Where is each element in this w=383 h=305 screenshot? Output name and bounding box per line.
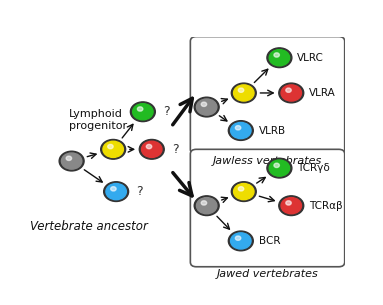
Text: Jawed vertebrates: Jawed vertebrates: [217, 269, 318, 279]
Circle shape: [194, 97, 219, 117]
Circle shape: [66, 156, 72, 160]
Text: ?: ?: [136, 185, 142, 198]
Circle shape: [201, 102, 207, 106]
Circle shape: [137, 107, 143, 111]
Circle shape: [196, 198, 217, 214]
Circle shape: [104, 182, 129, 202]
Circle shape: [231, 83, 256, 103]
Circle shape: [279, 196, 304, 216]
Circle shape: [235, 236, 241, 240]
Circle shape: [103, 141, 123, 157]
Circle shape: [238, 88, 244, 92]
Circle shape: [139, 139, 164, 159]
Circle shape: [274, 53, 280, 57]
Circle shape: [267, 48, 292, 68]
Circle shape: [234, 85, 254, 101]
Circle shape: [142, 141, 162, 157]
Circle shape: [106, 184, 126, 200]
Text: VLRC: VLRC: [297, 53, 324, 63]
Circle shape: [269, 50, 290, 66]
Circle shape: [194, 196, 219, 216]
Text: Vertebrate ancestor: Vertebrate ancestor: [31, 220, 148, 233]
Circle shape: [238, 187, 244, 191]
Text: TCRαβ: TCRαβ: [309, 201, 343, 211]
Text: TCRγδ: TCRγδ: [297, 163, 330, 173]
Circle shape: [228, 231, 253, 251]
Circle shape: [234, 184, 254, 200]
Text: ?: ?: [172, 143, 178, 156]
FancyBboxPatch shape: [190, 149, 345, 267]
Circle shape: [111, 187, 116, 191]
Circle shape: [281, 198, 301, 214]
Circle shape: [267, 158, 292, 178]
Circle shape: [279, 83, 304, 103]
Circle shape: [133, 104, 153, 120]
Circle shape: [286, 201, 291, 205]
Circle shape: [274, 163, 280, 167]
FancyBboxPatch shape: [190, 37, 345, 154]
Circle shape: [130, 102, 155, 122]
Circle shape: [146, 144, 152, 149]
Circle shape: [108, 144, 113, 149]
Circle shape: [231, 182, 256, 202]
Circle shape: [231, 122, 251, 139]
Circle shape: [269, 160, 290, 176]
Circle shape: [228, 121, 253, 140]
Circle shape: [196, 99, 217, 115]
Circle shape: [61, 153, 82, 169]
Text: BCR: BCR: [259, 236, 280, 246]
Text: ?: ?: [163, 105, 169, 118]
Circle shape: [59, 151, 84, 171]
Circle shape: [231, 233, 251, 249]
Text: Jawless vertebrates: Jawless vertebrates: [213, 156, 322, 166]
Circle shape: [286, 88, 291, 92]
Circle shape: [235, 126, 241, 130]
Text: VLRB: VLRB: [259, 126, 286, 135]
Text: Lymphoid
progenitor: Lymphoid progenitor: [69, 109, 127, 131]
Text: VLRA: VLRA: [309, 88, 336, 98]
Circle shape: [281, 85, 301, 101]
Circle shape: [101, 139, 126, 159]
Circle shape: [201, 201, 207, 205]
